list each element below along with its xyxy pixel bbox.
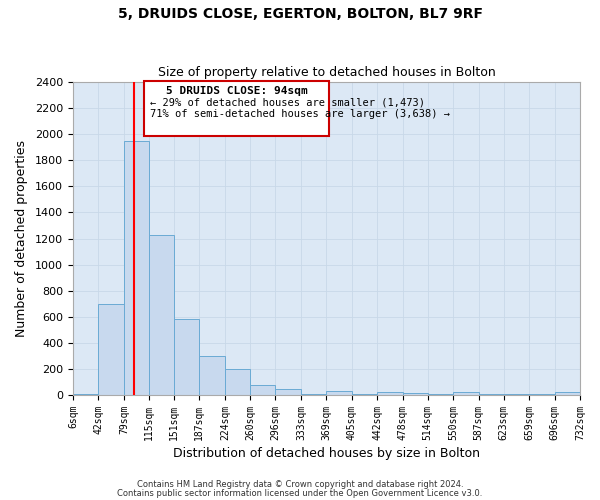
Bar bbox=[301, 394, 326, 395]
Bar bbox=[73, 394, 98, 395]
Bar bbox=[326, 390, 352, 395]
FancyBboxPatch shape bbox=[144, 81, 329, 136]
Bar bbox=[529, 394, 555, 395]
Bar bbox=[403, 393, 428, 395]
Bar bbox=[174, 320, 199, 395]
Bar bbox=[479, 394, 504, 395]
Bar bbox=[199, 356, 225, 395]
Bar bbox=[250, 384, 275, 395]
Bar bbox=[352, 394, 377, 395]
Bar bbox=[124, 140, 149, 395]
X-axis label: Distribution of detached houses by size in Bolton: Distribution of detached houses by size … bbox=[173, 447, 480, 460]
Bar bbox=[504, 394, 529, 395]
Bar bbox=[453, 392, 479, 395]
Title: Size of property relative to detached houses in Bolton: Size of property relative to detached ho… bbox=[158, 66, 496, 80]
Bar bbox=[377, 392, 403, 395]
Text: 5 DRUIDS CLOSE: 94sqm: 5 DRUIDS CLOSE: 94sqm bbox=[166, 86, 308, 96]
Bar bbox=[428, 394, 453, 395]
Text: ← 29% of detached houses are smaller (1,473): ← 29% of detached houses are smaller (1,… bbox=[150, 98, 425, 108]
Bar bbox=[555, 392, 580, 395]
Bar bbox=[275, 388, 301, 395]
Bar bbox=[98, 304, 124, 395]
Text: 71% of semi-detached houses are larger (3,638) →: 71% of semi-detached houses are larger (… bbox=[150, 110, 450, 120]
Bar bbox=[225, 369, 250, 395]
Y-axis label: Number of detached properties: Number of detached properties bbox=[15, 140, 28, 337]
Text: Contains HM Land Registry data © Crown copyright and database right 2024.: Contains HM Land Registry data © Crown c… bbox=[137, 480, 463, 489]
Bar bbox=[149, 234, 174, 395]
Text: 5, DRUIDS CLOSE, EGERTON, BOLTON, BL7 9RF: 5, DRUIDS CLOSE, EGERTON, BOLTON, BL7 9R… bbox=[118, 8, 482, 22]
Text: Contains public sector information licensed under the Open Government Licence v3: Contains public sector information licen… bbox=[118, 488, 482, 498]
